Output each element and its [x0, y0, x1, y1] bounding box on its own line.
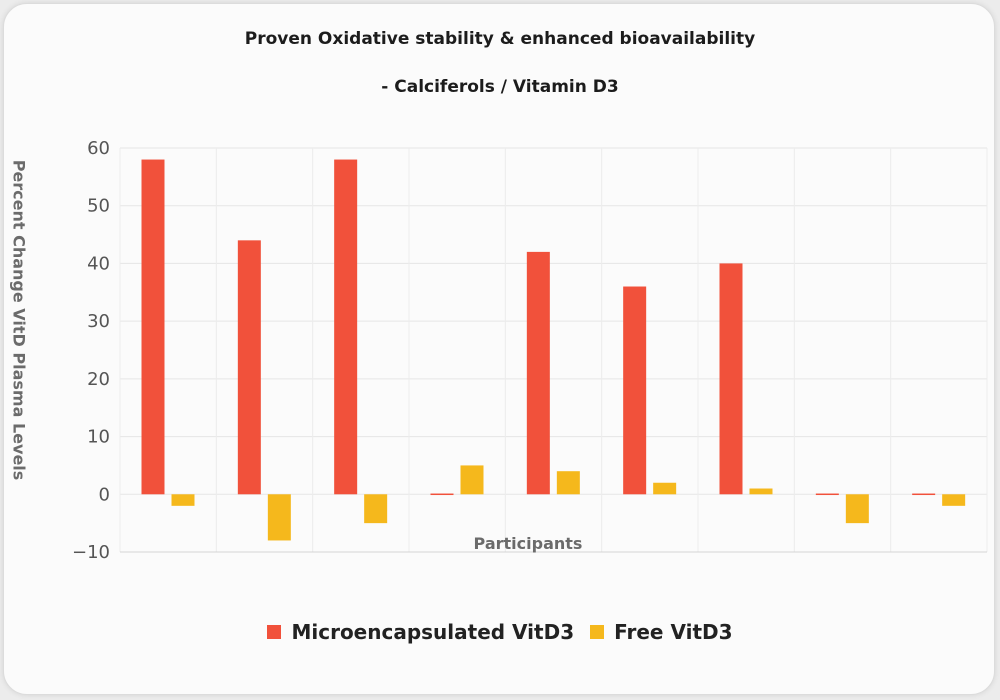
bar-microencapsulated-1	[141, 159, 165, 495]
bar-microencapsulated-8	[815, 493, 839, 496]
y-tick-label: 60	[87, 138, 110, 159]
y-tick-label: 20	[87, 369, 110, 390]
bar-free-1	[171, 494, 195, 506]
y-tick-label: −10	[72, 542, 110, 563]
chart-subtitle: - Calciferols / Vitamin D3	[381, 77, 619, 97]
bar-free-5	[556, 471, 580, 495]
bar-free-2	[267, 494, 291, 541]
legend-item-microencapsulated[interactable]: Microencapsulated VitD3	[267, 620, 574, 644]
x-axis-label: Participants	[473, 534, 583, 553]
bar-microencapsulated-7	[719, 263, 743, 495]
bar-microencapsulated-6	[623, 286, 647, 495]
y-tick-label: 40	[87, 253, 110, 274]
bar-free-9	[942, 494, 966, 506]
legend-label-free: Free VitD3	[614, 620, 733, 644]
legend-swatch-free	[590, 625, 605, 639]
bar-microencapsulated-9	[912, 493, 936, 496]
bar-free-3	[364, 494, 388, 524]
y-axis-label: Percent Change VitD Plasma Levels	[9, 159, 29, 481]
y-tick-label: 0	[99, 484, 110, 505]
bar-microencapsulated-3	[334, 159, 358, 495]
chart-card	[3, 3, 995, 695]
legend-swatch-microencapsulated	[267, 625, 282, 639]
chart-title: Proven Oxidative stability & enhanced bi…	[244, 29, 756, 49]
bar-free-7	[749, 488, 773, 495]
bar-free-8	[845, 494, 869, 524]
legend-label-microencapsulated: Microencapsulated VitD3	[291, 620, 575, 644]
legend: Microencapsulated VitD3 Free VitD3	[0, 620, 1000, 644]
y-tick-label: 50	[87, 196, 110, 217]
bar-free-4	[460, 465, 484, 495]
y-tick-label: 10	[87, 427, 110, 448]
bar-microencapsulated-2	[237, 240, 261, 495]
bar-microencapsulated-5	[526, 251, 550, 495]
legend-item-free[interactable]: Free VitD3	[590, 620, 733, 644]
bar-free-6	[653, 482, 677, 495]
bar-microencapsulated-4	[430, 493, 454, 496]
y-tick-label: 30	[87, 311, 110, 332]
